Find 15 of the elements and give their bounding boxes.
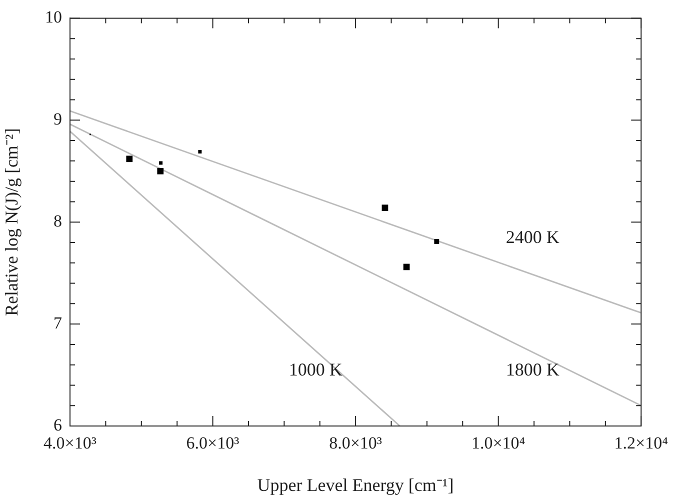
y-tick-label: 6 bbox=[54, 415, 62, 434]
y-tick-label: 7 bbox=[54, 314, 62, 333]
series-label: 2400 K bbox=[506, 227, 560, 248]
x-tick-label: 1.0×10⁴ bbox=[471, 434, 526, 453]
x-tick-label: 1.2×10⁴ bbox=[614, 434, 668, 453]
x-tick-label: 4.0×10³ bbox=[44, 434, 96, 453]
x-tick-label: 8.0×10³ bbox=[329, 434, 382, 453]
y-axis-title: Relative log N(J)/g [cm⁻²] bbox=[2, 128, 22, 316]
series-label: 1000 K bbox=[288, 360, 342, 380]
series-label: 1800 K bbox=[506, 360, 560, 380]
y-tick-label: 10 bbox=[45, 8, 62, 27]
x-tick-label: 6.0×10³ bbox=[186, 434, 240, 453]
x-axis-title: Upper Level Energy [cm⁻¹] bbox=[257, 474, 454, 495]
y-tick-label: 9 bbox=[54, 110, 62, 129]
y-tick-label: 8 bbox=[54, 212, 62, 231]
